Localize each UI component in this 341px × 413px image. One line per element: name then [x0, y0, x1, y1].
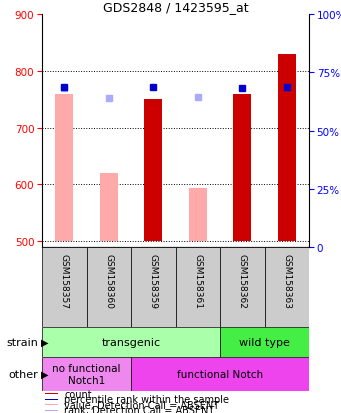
Bar [131, 357, 309, 391]
Text: functional Notch: functional Notch [177, 369, 263, 379]
Bar [189, 189, 207, 242]
Title: GDS2848 / 1423595_at: GDS2848 / 1423595_at [103, 1, 248, 14]
Text: GSM158360: GSM158360 [104, 253, 113, 308]
Text: ▶: ▶ [41, 369, 48, 379]
Bar [45, 393, 58, 394]
Bar [55, 94, 73, 242]
Bar [233, 94, 251, 242]
Text: GSM158363: GSM158363 [282, 253, 291, 308]
Bar [42, 357, 131, 391]
Bar [87, 247, 131, 327]
Bar [42, 327, 220, 357]
Bar [45, 410, 58, 411]
Bar [220, 247, 265, 327]
Bar [131, 247, 176, 327]
Text: GSM158357: GSM158357 [60, 253, 69, 308]
Text: count: count [64, 389, 92, 399]
Text: ▶: ▶ [41, 337, 48, 347]
Bar [45, 399, 58, 400]
Bar [176, 247, 220, 327]
Text: no functional
Notch1: no functional Notch1 [52, 363, 121, 385]
Bar [100, 174, 118, 242]
Bar [220, 327, 309, 357]
Bar [265, 247, 309, 327]
Bar [45, 404, 58, 405]
Text: GSM158361: GSM158361 [193, 253, 202, 308]
Text: other: other [9, 369, 39, 379]
Text: wild type: wild type [239, 337, 290, 347]
Bar [144, 100, 162, 242]
Text: transgenic: transgenic [101, 337, 161, 347]
Text: rank, Detection Call = ABSENT: rank, Detection Call = ABSENT [64, 405, 215, 413]
Text: percentile rank within the sample: percentile rank within the sample [64, 394, 229, 404]
Text: strain: strain [7, 337, 39, 347]
Text: GSM158362: GSM158362 [238, 253, 247, 308]
Text: value, Detection Call = ABSENT: value, Detection Call = ABSENT [64, 400, 220, 410]
Bar [42, 247, 87, 327]
Bar [278, 55, 296, 242]
Text: GSM158359: GSM158359 [149, 253, 158, 308]
